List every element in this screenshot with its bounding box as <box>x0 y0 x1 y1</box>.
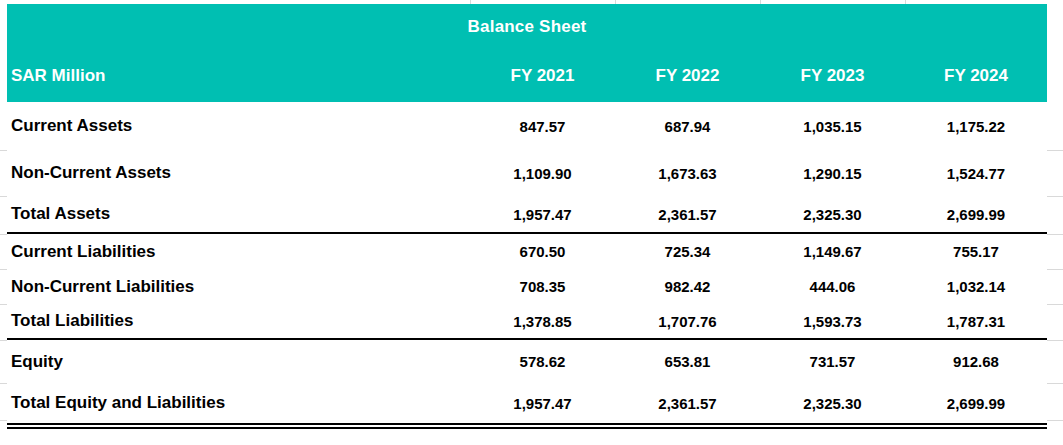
value-cell[interactable]: 670.50 <box>470 233 615 269</box>
value-cell[interactable]: 1,290.15 <box>760 150 905 196</box>
table-row: Non-Current Assets1,109.901,673.631,290.… <box>7 150 1047 196</box>
year-header-fy2022[interactable]: FY 2022 <box>615 50 760 102</box>
value-cell[interactable]: 1,175.22 <box>905 102 1047 150</box>
value-cell[interactable]: 1,673.63 <box>615 150 760 196</box>
column-header-row: SAR Million FY 2021 FY 2022 FY 2023 FY 2… <box>7 50 1047 102</box>
gridline-tick <box>1047 269 1063 270</box>
value-cell[interactable]: 1,149.67 <box>760 233 905 269</box>
table-body: Current Assets847.57687.941,035.151,175.… <box>7 102 1047 426</box>
value-cell[interactable]: 1,593.73 <box>760 304 905 339</box>
gridline-tick <box>0 196 7 197</box>
gridline-tick <box>0 150 7 151</box>
spreadsheet-canvas: Balance Sheet SAR Million FY 2021 FY 202… <box>0 0 1063 445</box>
gridline-tick <box>615 0 616 4</box>
table-row: Current Assets847.57687.941,035.151,175.… <box>7 102 1047 150</box>
value-cell[interactable]: 1,035.15 <box>760 102 905 150</box>
value-cell[interactable]: 725.34 <box>615 233 760 269</box>
gridline-tick <box>0 340 7 341</box>
value-cell[interactable]: 1,109.90 <box>470 150 615 196</box>
value-cell[interactable]: 687.94 <box>615 102 760 150</box>
value-cell[interactable]: 708.35 <box>470 269 615 304</box>
gridline-tick <box>0 420 7 421</box>
value-cell[interactable]: 2,361.57 <box>615 383 760 426</box>
value-cell[interactable]: 1,957.47 <box>470 383 615 426</box>
gridline-tick <box>0 269 7 270</box>
value-cell[interactable]: 912.68 <box>905 339 1047 383</box>
table-row: Current Liabilities670.50725.341,149.677… <box>7 233 1047 269</box>
year-header-fy2021[interactable]: FY 2021 <box>470 50 615 102</box>
year-header-fy2024[interactable]: FY 2024 <box>905 50 1047 102</box>
row-label[interactable]: Total Assets <box>7 196 470 233</box>
balance-sheet-table: Balance Sheet SAR Million FY 2021 FY 202… <box>7 4 1047 429</box>
table-row: Equity578.62653.81731.57912.68 <box>7 339 1047 383</box>
value-cell[interactable]: 444.06 <box>760 269 905 304</box>
gridline-tick <box>1047 196 1063 197</box>
value-cell[interactable]: 1,957.47 <box>470 196 615 233</box>
value-cell[interactable]: 2,699.99 <box>905 196 1047 233</box>
value-cell[interactable]: 1,787.31 <box>905 304 1047 339</box>
row-label[interactable]: Total Liabilities <box>7 304 470 339</box>
table-row: Total Equity and Liabilities1,957.472,36… <box>7 383 1047 426</box>
row-label[interactable]: Current Liabilities <box>7 233 470 269</box>
value-cell[interactable]: 982.42 <box>615 269 760 304</box>
value-cell[interactable]: 1,378.85 <box>470 304 615 339</box>
row-label[interactable]: Current Assets <box>7 102 470 150</box>
gridline-tick <box>0 234 7 235</box>
gridline-tick <box>0 304 7 305</box>
table-header: Balance Sheet SAR Million FY 2021 FY 202… <box>7 4 1047 102</box>
value-cell[interactable]: 1,524.77 <box>905 150 1047 196</box>
row-label[interactable]: Non-Current Liabilities <box>7 269 470 304</box>
gridline-tick <box>1047 150 1063 151</box>
gridline-tick <box>0 383 7 384</box>
value-cell[interactable]: 2,325.30 <box>760 383 905 426</box>
year-header-fy2023[interactable]: FY 2023 <box>760 50 905 102</box>
row-label[interactable]: Total Equity and Liabilities <box>7 383 470 426</box>
gridline-tick <box>1047 420 1063 421</box>
table-title: Balance Sheet <box>7 4 1047 50</box>
table-row: Total Assets1,957.472,361.572,325.302,69… <box>7 196 1047 233</box>
gridline-tick <box>1047 234 1063 235</box>
value-cell[interactable]: 653.81 <box>615 339 760 383</box>
value-cell[interactable]: 2,361.57 <box>615 196 760 233</box>
gridline-tick <box>470 0 471 4</box>
value-cell[interactable]: 755.17 <box>905 233 1047 269</box>
value-cell[interactable]: 1,707.76 <box>615 304 760 339</box>
value-cell[interactable]: 731.57 <box>760 339 905 383</box>
value-cell[interactable]: 1,032.14 <box>905 269 1047 304</box>
value-cell[interactable]: 578.62 <box>470 339 615 383</box>
value-cell[interactable]: 2,325.30 <box>760 196 905 233</box>
gridline-tick <box>905 0 906 4</box>
gridline-tick <box>1047 340 1063 341</box>
row-label[interactable]: Equity <box>7 339 470 383</box>
unit-header-cell[interactable]: SAR Million <box>7 50 470 102</box>
value-cell[interactable]: 2,699.99 <box>905 383 1047 426</box>
title-row: Balance Sheet <box>7 4 1047 50</box>
table-row: Non-Current Liabilities708.35982.42444.0… <box>7 269 1047 304</box>
gridline-tick <box>760 0 761 4</box>
gridline-tick <box>1047 304 1063 305</box>
value-cell[interactable]: 847.57 <box>470 102 615 150</box>
gridline-tick <box>1047 383 1063 384</box>
row-label[interactable]: Non-Current Assets <box>7 150 470 196</box>
table-row: Total Liabilities1,378.851,707.761,593.7… <box>7 304 1047 339</box>
